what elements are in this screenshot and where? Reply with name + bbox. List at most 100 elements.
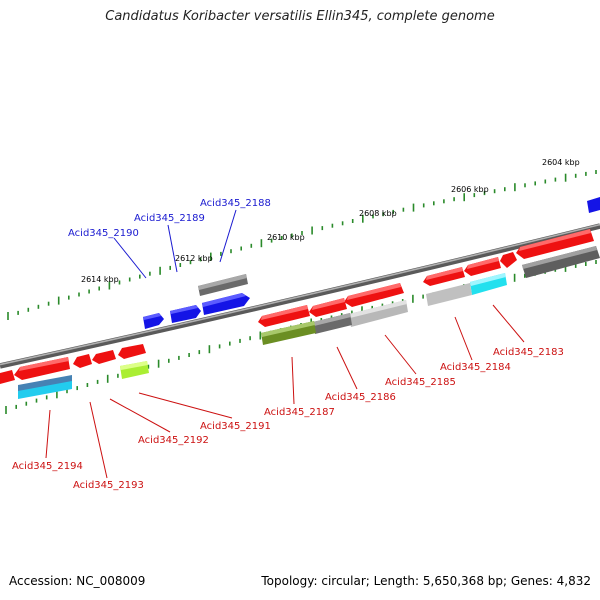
genome-backbone-highlight — [0, 223, 600, 366]
gene-label-2193[interactable]: Acid345_2193 — [73, 480, 144, 491]
upper-tick-30 — [311, 226, 313, 235]
gene-feature-red-2185a-shade — [426, 267, 463, 280]
lower-tick-18 — [188, 353, 190, 357]
gene-label-2194[interactable]: Acid345_2194 — [12, 461, 83, 472]
lower-tick-0 — [5, 406, 7, 414]
gene-feature-2188[interactable] — [202, 293, 250, 315]
gene-feature-2186-shade — [312, 298, 345, 310]
lower-tick-9 — [96, 379, 99, 384]
upper-tick-45 — [463, 193, 465, 202]
gene-feature-red-2191[interactable] — [118, 344, 146, 359]
gene-label-2192[interactable]: Acid345_2192 — [138, 435, 209, 446]
scale-label-2608: 2608 kbp — [359, 209, 397, 218]
gene-feature-2183-shade — [519, 229, 591, 251]
upper-tick-8 — [88, 289, 90, 294]
topology-summary: Topology: circular; Length: 5,650,368 bp… — [261, 574, 591, 588]
gene-feature-lightgray-2185[interactable] — [426, 283, 472, 306]
upper-tick-12 — [128, 277, 131, 282]
upper-tick-33 — [341, 221, 344, 226]
upper-tick-48 — [493, 189, 496, 194]
upper-tick-5 — [57, 296, 60, 305]
gene-label-2191[interactable]: Acid345_2191 — [200, 421, 271, 432]
gene-feature-2188-shade — [202, 293, 246, 307]
lower-tick-4 — [45, 395, 48, 400]
upper-tick-50 — [514, 183, 516, 192]
gene-label-2187[interactable]: Acid345_2187 — [264, 407, 335, 418]
gene-label-2189[interactable]: Acid345_2189 — [134, 213, 205, 224]
lower-tick-7 — [76, 386, 78, 391]
gene-feature-blue-edge[interactable] — [587, 197, 600, 213]
gene-feature-lightgray-long-shade — [349, 300, 407, 318]
upper-tick-24 — [250, 243, 253, 248]
gene-label-2184[interactable]: Acid345_2184 — [440, 362, 511, 373]
gene-feature-2189-shade — [170, 305, 198, 314]
gene-feature-gray-right-shade — [522, 246, 597, 269]
gene-label-2188[interactable]: Acid345_2188 — [200, 198, 271, 209]
gene-feature-cyan-left[interactable] — [18, 381, 72, 399]
lower-tick-23 — [239, 338, 241, 343]
lower-tick-51 — [524, 273, 526, 278]
upper-tick-28 — [291, 233, 293, 238]
leader-lines — [45, 209, 525, 479]
upper-tick-0 — [7, 312, 9, 320]
upper-tick-6 — [68, 295, 70, 300]
gene-feature-2185-shade — [347, 283, 401, 300]
upper-tick-54 — [554, 177, 557, 182]
upper-tick-7 — [78, 292, 80, 297]
lower-tick-6 — [66, 389, 68, 394]
scale-label-2606: 2606 kbp — [451, 185, 489, 194]
upper-tick-16 — [169, 265, 171, 270]
lower-tick-41 — [422, 294, 424, 299]
upper-tick-19 — [199, 257, 202, 262]
lower-tick-56 — [574, 263, 577, 268]
gene-feature-2191-shade — [120, 361, 148, 370]
upper-tick-26 — [270, 238, 273, 243]
gene-labels: Acid345_2188 Acid345_2189 Acid345_2190 A… — [12, 198, 564, 491]
upper-tick-1 — [17, 310, 19, 315]
lower-tick-21 — [218, 344, 221, 349]
map-title: Candidatus Koribacter versatilis Ellin34… — [105, 9, 495, 24]
upper-tick-15 — [159, 266, 161, 275]
upper-tick-41 — [422, 203, 425, 208]
gene-feature-red-small-2192[interactable] — [73, 354, 92, 368]
upper-tick-52 — [534, 181, 536, 186]
gene-feature-2193-shade — [19, 357, 69, 371]
lower-tick-35 — [361, 306, 363, 315]
scale-label-2610: 2610 kbp — [267, 233, 305, 242]
lower-tick-24 — [249, 336, 251, 341]
upper-tick-23 — [240, 246, 242, 251]
gene-feature-gray-2186-shade — [313, 313, 351, 326]
lower-tick-58 — [595, 260, 597, 264]
upper-tick-36 — [372, 214, 374, 219]
upper-tick-37 — [382, 212, 384, 217]
lower-tick-1 — [15, 404, 17, 409]
upper-tick-53 — [544, 179, 547, 184]
gene-feature-2194[interactable] — [0, 370, 15, 384]
lower-tick-11 — [117, 373, 119, 378]
upper-tick-35 — [362, 214, 364, 223]
upper-tick-57 — [585, 171, 587, 176]
gene-feature-2192[interactable] — [92, 350, 116, 364]
gene-feature-2184-shade — [467, 257, 499, 269]
upper-tick-46 — [473, 193, 476, 198]
upper-tick-25 — [260, 239, 263, 248]
gene-feature-gray-shade — [198, 274, 247, 290]
upper-tick-13 — [139, 274, 141, 279]
gene-label-2185[interactable]: Acid345_2185 — [385, 377, 456, 388]
gene-label-2186[interactable]: Acid345_2186 — [325, 392, 396, 403]
gene-label-2190[interactable]: Acid345_2190 — [68, 228, 139, 239]
gene-feature-olive-shade — [261, 321, 315, 337]
gene-feature-red-small[interactable] — [500, 252, 517, 268]
upper-tick-2 — [27, 307, 30, 312]
upper-tick-22 — [230, 249, 232, 254]
lower-tick-55 — [564, 263, 567, 272]
gene-label-2183[interactable]: Acid345_2183 — [493, 347, 564, 358]
upper-tick-21 — [220, 251, 222, 256]
upper-tick-56 — [574, 173, 577, 178]
upper-tick-14 — [149, 271, 151, 276]
upper-tick-44 — [453, 197, 455, 202]
lower-tick-10 — [106, 374, 109, 383]
lower-tick-57 — [585, 262, 587, 266]
upper-tick-34 — [351, 219, 354, 223]
